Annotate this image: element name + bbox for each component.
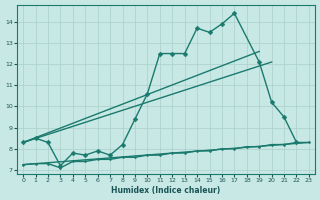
X-axis label: Humidex (Indice chaleur): Humidex (Indice chaleur): [111, 186, 221, 195]
